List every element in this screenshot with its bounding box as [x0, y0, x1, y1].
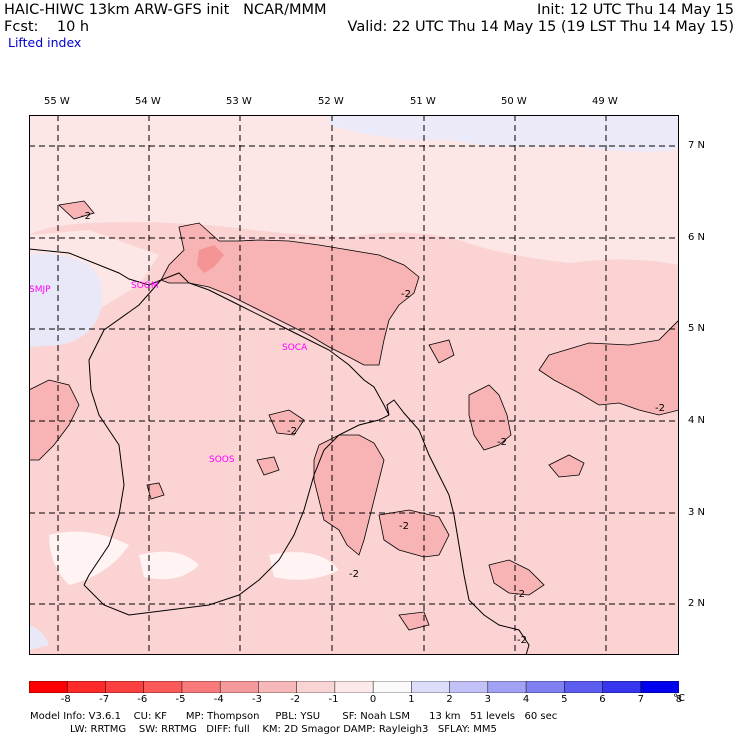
colorbar-cell: [219, 681, 260, 693]
contour-region: [268, 409, 305, 436]
lat-label: 5 N: [688, 323, 706, 334]
colorbar-tick-label: 4: [522, 694, 530, 705]
positive-zone-sw: [29, 625, 49, 650]
lon-label: 54 W: [135, 96, 161, 107]
init-time: Init: 12 UTC Thu 14 May 15: [536, 2, 734, 18]
colorbar-tick-label: 8: [675, 694, 683, 705]
contour-region: [548, 454, 585, 478]
colorbar-cell: [525, 681, 566, 693]
colorbar-unit: °C: [673, 693, 685, 704]
colorbar-cell: [334, 681, 374, 693]
lat-label: 7 N: [688, 140, 706, 151]
station-label: SOCA: [282, 343, 308, 353]
lat-label: 4 N: [688, 415, 706, 426]
lat-label: 3 N: [688, 507, 706, 518]
grid-lines: [29, 115, 679, 655]
colorbar-cell: [105, 681, 145, 693]
border-line: [83, 279, 162, 586]
contour-label: -2: [81, 211, 91, 222]
colorbar-cell: [564, 681, 604, 693]
contour-label: -2: [349, 569, 359, 580]
contour-region: [58, 200, 95, 220]
lat-label: 6 N: [688, 232, 706, 243]
contour-label: -2: [655, 403, 665, 414]
colorbar-tick-label: 1: [408, 694, 415, 705]
model-title: HAIC-HIWC 13km ARW-GFS init NCAR/MMM: [4, 2, 327, 18]
station-label: SMJP: [29, 285, 51, 295]
colorbar-cell: [640, 681, 679, 693]
contour-label: -2: [401, 289, 411, 300]
border-line: [83, 414, 390, 616]
contour-label: -2: [399, 521, 409, 532]
forecast-hour: Fcst: 10 h: [4, 19, 90, 35]
lon-label: 50 W: [501, 96, 527, 107]
contour-region: [398, 611, 430, 631]
lon-label: 51 W: [410, 96, 436, 107]
colorbar-tick-label: -2: [290, 694, 301, 705]
colorbar-tick-label: -5: [175, 694, 186, 705]
colorbar-tick-label: -3: [252, 694, 262, 705]
contour-region: [538, 319, 679, 416]
field-name: Lifted index: [8, 35, 82, 50]
positive-zone-north: [329, 115, 679, 152]
contour-region: [146, 482, 165, 500]
colorbar-tick-label: 3: [484, 694, 491, 705]
model-info-line1: Model Info: V3.6.1 CU: KF MP: Thompson P…: [30, 711, 558, 722]
lon-label: 53 W: [226, 96, 252, 107]
station-label: SOOS: [209, 455, 235, 465]
contour-region: [488, 559, 545, 596]
colorbar-tick-label: 7: [637, 694, 644, 705]
colorbar-tick-label: -8: [60, 694, 71, 705]
lon-label: 55 W: [44, 96, 70, 107]
colorbar-cell: [602, 681, 642, 693]
colorbar-tick-label: 0: [369, 694, 377, 705]
contour-label: -2: [517, 635, 527, 646]
contour-label: -2: [497, 437, 507, 448]
colorbar-cell: [66, 681, 107, 693]
lighter-zone-north: [29, 115, 679, 265]
contour-region: [428, 339, 455, 364]
contour-label: -2: [287, 426, 297, 437]
near-zero-patch: [269, 552, 339, 580]
station-label: SOOM: [131, 281, 159, 291]
lat-label: 2 N: [688, 598, 706, 609]
colorbar-tick-label: 6: [599, 694, 606, 705]
colorbar-tick-label: 2: [446, 694, 453, 705]
colorbar-cell: [296, 681, 336, 693]
colorbar-cell: [411, 681, 451, 693]
contour-region: [29, 379, 80, 461]
colorbar-tick-label: -7: [99, 694, 110, 705]
colorbar-cell: [181, 681, 221, 693]
colorbar-cell: [449, 681, 489, 693]
positive-zone-west: [29, 253, 103, 347]
near-zero-patch: [139, 551, 199, 580]
colorbar-tick-label: -4: [213, 694, 224, 705]
colorbar: [29, 681, 679, 693]
lon-label: 49 W: [592, 96, 618, 107]
colorbar-cell: [372, 681, 413, 693]
lon-label: 52 W: [318, 96, 344, 107]
colorbar-cell: [487, 681, 527, 693]
near-zero-patch: [569, 181, 679, 225]
contour-region: [468, 384, 512, 451]
colorbar-tick-label: -1: [328, 694, 339, 705]
colorbar-tick-label: 5: [561, 694, 568, 705]
valid-time: Valid: 22 UTC Thu 14 May 15 (19 LST Thu …: [347, 19, 734, 35]
map-frame: [29, 115, 679, 655]
contour-region: [256, 456, 280, 476]
colorbar-cell: [258, 681, 298, 693]
lifted-index-map: -2 -2 -2 -2 -2 -2 -2 -2 -2 SMJP SOCA SOO…: [29, 115, 679, 655]
contour-region: [378, 509, 450, 558]
contour-region-core: [197, 245, 224, 273]
colorbar-cell: [143, 681, 183, 693]
coastline: [29, 248, 530, 655]
model-info-line2: LW: RRTMG SW: RRTMG DIFF: full KM: 2D Sm…: [70, 724, 497, 735]
colorbar-tick-label: -6: [137, 694, 148, 705]
colorbar-cell: [29, 681, 68, 693]
contour-label: -2: [515, 589, 525, 600]
